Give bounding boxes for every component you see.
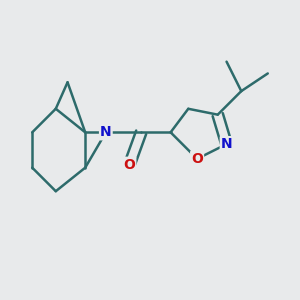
- Text: O: O: [191, 152, 203, 166]
- Text: N: N: [221, 137, 232, 151]
- Text: O: O: [124, 158, 135, 172]
- Text: N: N: [100, 125, 112, 139]
